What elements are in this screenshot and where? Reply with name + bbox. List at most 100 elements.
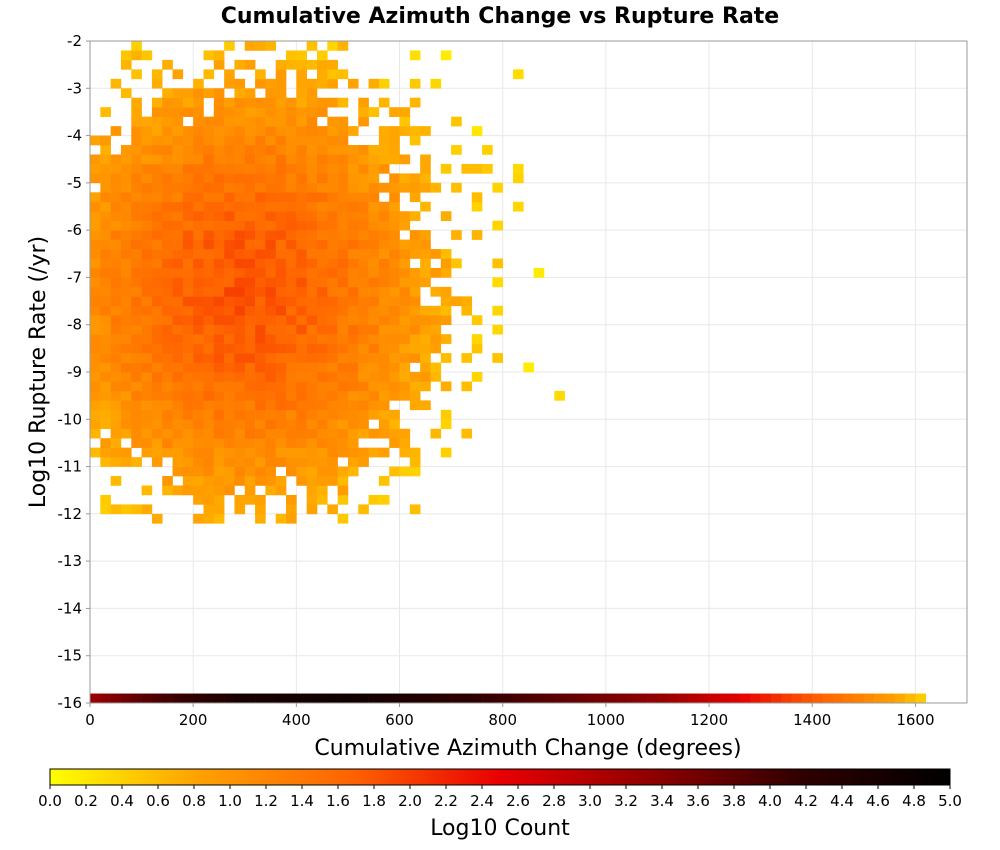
heatmap-cell <box>358 693 369 703</box>
heatmap-cell <box>430 362 442 373</box>
colorbar-tick-label: 4.8 <box>902 792 926 810</box>
heatmap-cell <box>110 390 122 401</box>
heatmap-cell <box>286 372 297 382</box>
heatmap-cell <box>378 353 390 363</box>
heatmap-cell <box>853 693 865 703</box>
heatmap-cell <box>430 267 442 278</box>
colorbar-tick-label: 0.2 <box>74 792 98 810</box>
heatmap-cell <box>420 334 431 344</box>
heatmap-cell <box>100 419 111 430</box>
heatmap-cell <box>296 145 307 155</box>
heatmap-cell <box>420 163 431 174</box>
colorbar-ticks: 0.0 0.2 0.4 0.6 0.8 1.0 1.2 1.4 1.6 1.8 2.0 2.2 2.4 2… <box>38 785 962 810</box>
heatmap-cell <box>378 145 390 155</box>
heatmap-cell <box>275 230 287 240</box>
heatmap-cell <box>296 428 307 439</box>
heatmap-cell <box>296 324 307 335</box>
heatmap-cell <box>213 50 225 61</box>
heatmap-cell <box>234 428 246 439</box>
heatmap-cell <box>90 173 101 184</box>
heatmap-cell <box>255 315 266 326</box>
heatmap-cell <box>420 362 431 373</box>
heatmap-cell <box>347 220 359 231</box>
heatmap-cell <box>213 438 225 448</box>
heatmap-cell <box>141 419 153 430</box>
heatmap-cell <box>265 78 277 89</box>
heatmap-cell <box>90 267 101 278</box>
heatmap-cell <box>224 249 235 259</box>
heatmap-cell <box>378 230 390 240</box>
heatmap-cell <box>182 353 194 363</box>
heatmap-cell <box>172 438 184 448</box>
heatmap-cell <box>409 286 421 297</box>
heatmap-cell <box>224 220 235 231</box>
heatmap-cell <box>234 457 246 467</box>
heatmap-cell <box>265 230 277 240</box>
heatmap-cell <box>100 211 111 221</box>
heatmap-cell <box>172 296 184 307</box>
heatmap-cell <box>203 428 215 439</box>
heatmap-cell <box>358 305 369 316</box>
heatmap-cell <box>420 249 431 259</box>
heatmap-cell <box>316 362 328 373</box>
colorbar-tick-label: 2.2 <box>434 792 458 810</box>
heatmap-cell <box>182 381 194 392</box>
heatmap-cell <box>286 286 297 297</box>
heatmap-cell <box>316 353 328 363</box>
heatmap-cell <box>193 362 204 373</box>
heatmap-cell <box>399 438 411 448</box>
y-tick-label: -15 <box>58 647 83 665</box>
heatmap-cell <box>399 372 411 382</box>
heatmap-cell <box>244 343 256 354</box>
heatmap-cell <box>193 249 204 259</box>
heatmap-cell <box>863 693 875 703</box>
heatmap-cell <box>337 362 349 373</box>
heatmap-cell <box>234 107 246 117</box>
heatmap-cell <box>244 409 256 420</box>
heatmap-cell <box>337 409 349 420</box>
heatmap-cell <box>141 438 153 448</box>
heatmap-cell <box>162 192 173 203</box>
heatmap-cell <box>100 173 111 184</box>
heatmap-cell <box>224 116 235 127</box>
heatmap-cell <box>378 447 390 458</box>
heatmap-cell <box>244 97 256 108</box>
heatmap-cell <box>234 267 246 278</box>
heatmap-cell <box>100 409 111 420</box>
heatmap-cell <box>120 59 132 70</box>
heatmap-cell <box>162 267 173 278</box>
heatmap-cell <box>203 267 215 278</box>
heatmap-cell <box>306 362 318 373</box>
heatmap-cell <box>368 211 380 221</box>
heatmap-cell <box>151 192 163 203</box>
heatmap-cell <box>471 163 483 174</box>
heatmap-cell <box>306 372 318 382</box>
heatmap-cell <box>286 249 297 259</box>
heatmap-cell <box>358 457 369 467</box>
heatmap-cell <box>368 286 380 297</box>
heatmap-cell <box>255 372 266 382</box>
heatmap-cell <box>193 97 204 108</box>
heatmap-cell <box>327 457 338 467</box>
heatmap-cell <box>286 230 297 240</box>
heatmap-cell <box>306 277 318 288</box>
heatmap-cell <box>275 88 287 99</box>
heatmap-cell <box>440 163 452 174</box>
heatmap-cell <box>224 69 235 80</box>
heatmap-cell <box>193 211 204 221</box>
heatmap-cell <box>110 447 122 458</box>
heatmap-cell <box>151 438 163 448</box>
heatmap-cell <box>440 693 452 703</box>
heatmap-cell <box>306 211 318 221</box>
heatmap-cell <box>151 126 163 136</box>
heatmap-cell <box>337 116 349 127</box>
heatmap-cell <box>203 457 215 467</box>
heatmap-cell <box>100 182 111 193</box>
heatmap-cell <box>399 258 411 269</box>
heatmap-cell <box>255 419 266 430</box>
heatmap-cell <box>213 239 225 250</box>
heatmap-cell <box>100 296 111 307</box>
heatmap-cell <box>234 438 246 448</box>
heatmap-cell <box>151 362 163 373</box>
heatmap-cell <box>327 400 338 411</box>
